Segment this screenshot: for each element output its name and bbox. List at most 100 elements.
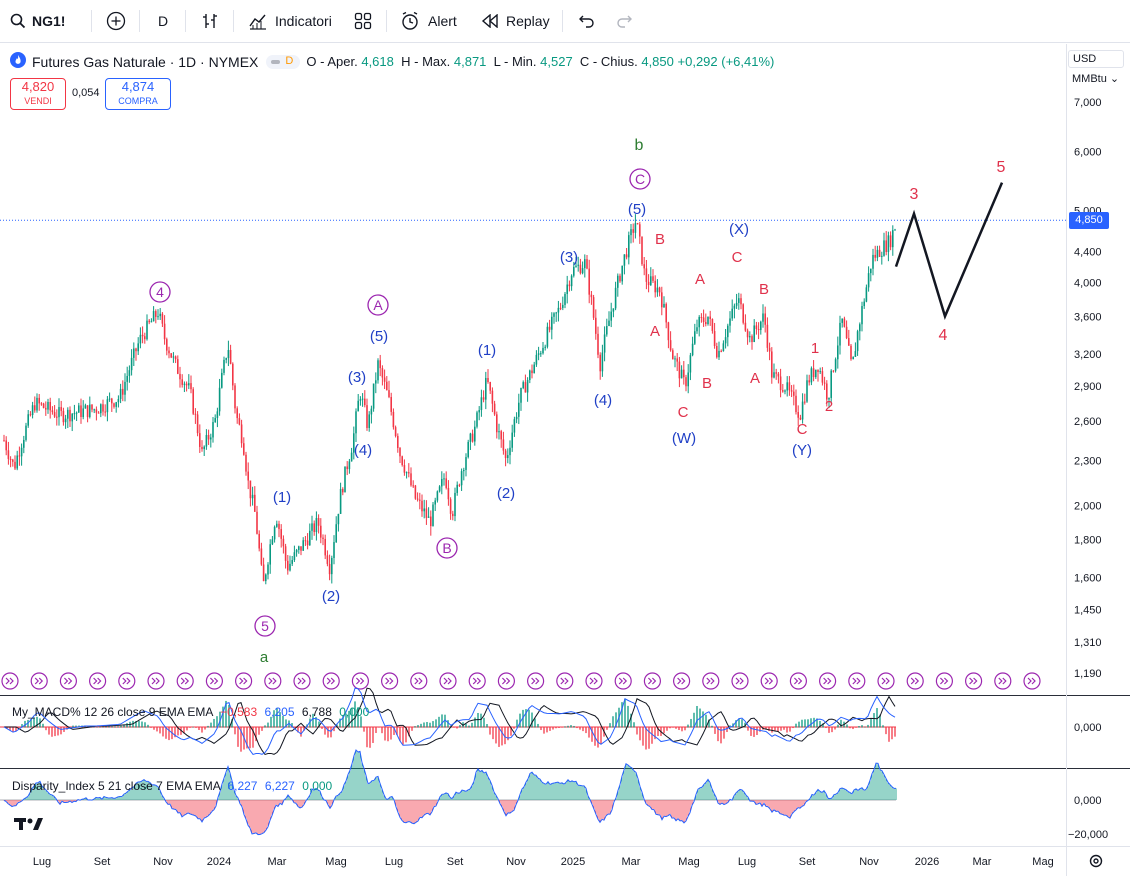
currency-dropdown[interactable]: USD bbox=[1068, 50, 1124, 68]
macd-histogram-bar bbox=[531, 712, 533, 728]
candle-body bbox=[753, 325, 755, 343]
candle-body bbox=[56, 416, 58, 418]
candle-body bbox=[845, 326, 848, 339]
candle-body bbox=[23, 439, 25, 448]
macd-legend[interactable]: My_MACD% 12 26 close 9 EMA EMA −0,583 6,… bbox=[12, 705, 369, 719]
indicators-button[interactable]: Indicatori bbox=[248, 0, 332, 42]
macd-histogram-bar bbox=[384, 727, 386, 741]
macd-histogram-bar bbox=[351, 707, 353, 728]
candle-body bbox=[443, 478, 445, 480]
candle-body bbox=[229, 349, 232, 364]
interval-button[interactable]: D bbox=[158, 0, 168, 42]
candle-body bbox=[194, 413, 197, 415]
candle-body bbox=[775, 372, 777, 374]
wave-label: C bbox=[635, 171, 645, 187]
chart-type-button[interactable] bbox=[200, 0, 220, 42]
candle-body bbox=[797, 412, 799, 418]
high-label: H - Max. bbox=[401, 54, 451, 69]
candle-body bbox=[69, 409, 71, 422]
event-arrow bbox=[589, 677, 598, 685]
candle-body bbox=[828, 397, 830, 400]
candle-body bbox=[573, 266, 575, 276]
macd-histogram-bar bbox=[675, 727, 677, 729]
wave-label: 4 bbox=[939, 327, 948, 344]
candle-body bbox=[401, 456, 403, 466]
alert-button[interactable]: Alert bbox=[400, 0, 457, 42]
macd-histogram-bar bbox=[468, 725, 470, 728]
event-arrow bbox=[735, 677, 744, 685]
macd-histogram-bar bbox=[681, 727, 683, 732]
candle-body bbox=[157, 316, 159, 318]
sell-button[interactable]: 4,820 VENDI bbox=[10, 78, 66, 110]
macd-histogram-bar bbox=[435, 719, 437, 728]
event-marker-icon bbox=[994, 672, 1012, 690]
buy-button[interactable]: 4,874 COMPRA bbox=[105, 78, 171, 110]
candle-body bbox=[641, 236, 643, 265]
macd-histogram-bar bbox=[780, 727, 782, 731]
candle-body bbox=[133, 348, 135, 358]
replay-button[interactable]: Replay bbox=[481, 0, 550, 42]
open-label: O - Aper. bbox=[306, 54, 358, 69]
candle-body bbox=[328, 563, 331, 575]
macd-histogram-bar bbox=[846, 724, 848, 728]
candle-body bbox=[498, 431, 500, 433]
tradingview-logo[interactable] bbox=[14, 816, 44, 837]
buy-price: 4,874 bbox=[121, 79, 155, 94]
macd-histogram-bar bbox=[117, 726, 119, 728]
macd-histogram-bar bbox=[600, 727, 602, 744]
candle-body bbox=[282, 538, 285, 547]
layouts-button[interactable] bbox=[354, 0, 372, 42]
redo-button[interactable] bbox=[615, 0, 633, 42]
macd-histogram-bar bbox=[264, 725, 266, 728]
unit-dropdown[interactable]: MMBtu ⌄ bbox=[1068, 68, 1124, 89]
macd-histogram-bar bbox=[291, 723, 293, 728]
candle-body bbox=[647, 281, 650, 286]
candle-body bbox=[434, 500, 436, 505]
symbol-search-button[interactable]: NG1! bbox=[10, 0, 65, 42]
candle-body bbox=[665, 303, 667, 323]
candle-body bbox=[643, 264, 645, 269]
macd-histogram-bar bbox=[534, 718, 536, 728]
indicators-icon bbox=[248, 11, 268, 31]
event-arrow bbox=[881, 677, 890, 685]
wave-label: (3) bbox=[348, 369, 366, 386]
candle-body bbox=[205, 434, 208, 447]
macd-histogram-bar bbox=[201, 727, 203, 733]
wave-label-circle bbox=[367, 294, 389, 316]
macd-histogram-bar bbox=[639, 727, 641, 741]
disparity-legend[interactable]: Disparity_Index 5 21 close 7 EMA EMA 6,2… bbox=[12, 779, 332, 793]
scale-settings-button[interactable] bbox=[1088, 853, 1104, 874]
candle-body bbox=[423, 508, 425, 512]
legend-title[interactable]: Futures Gas Naturale · 1D · NYMEX bbox=[32, 53, 259, 70]
candle-body bbox=[240, 424, 243, 444]
macd-histogram-bar bbox=[555, 727, 557, 729]
undo-button[interactable] bbox=[578, 0, 596, 42]
low-value: 4,527 bbox=[540, 54, 573, 69]
disparity-value-1: 6,227 bbox=[227, 779, 258, 793]
candle-body bbox=[537, 353, 540, 355]
candle-body bbox=[733, 305, 736, 309]
event-marker-icon bbox=[964, 672, 983, 690]
rewind-icon bbox=[481, 14, 499, 28]
candle-body bbox=[18, 455, 21, 457]
candle-body bbox=[269, 544, 271, 565]
wave-label: B bbox=[702, 375, 712, 392]
compare-symbol-button[interactable] bbox=[106, 0, 126, 42]
currency-unit-selector[interactable]: USD MMBtu ⌄ bbox=[1068, 50, 1124, 89]
candle-body bbox=[724, 337, 727, 344]
macd-histogram-bar bbox=[519, 713, 521, 728]
event-arrow bbox=[151, 677, 160, 685]
candle-body bbox=[188, 383, 190, 386]
macd-histogram-bar bbox=[522, 709, 524, 728]
wave-label: (3) bbox=[560, 249, 578, 266]
candle-body bbox=[779, 376, 782, 391]
candle-body bbox=[247, 471, 249, 481]
macd-histogram-bar bbox=[402, 727, 404, 745]
candle-body bbox=[397, 436, 399, 449]
macd-histogram-bar bbox=[729, 725, 731, 728]
candle-body bbox=[168, 350, 170, 354]
candle-body bbox=[667, 322, 670, 341]
macd-histogram-bar bbox=[549, 727, 551, 731]
candle-body bbox=[645, 268, 648, 282]
